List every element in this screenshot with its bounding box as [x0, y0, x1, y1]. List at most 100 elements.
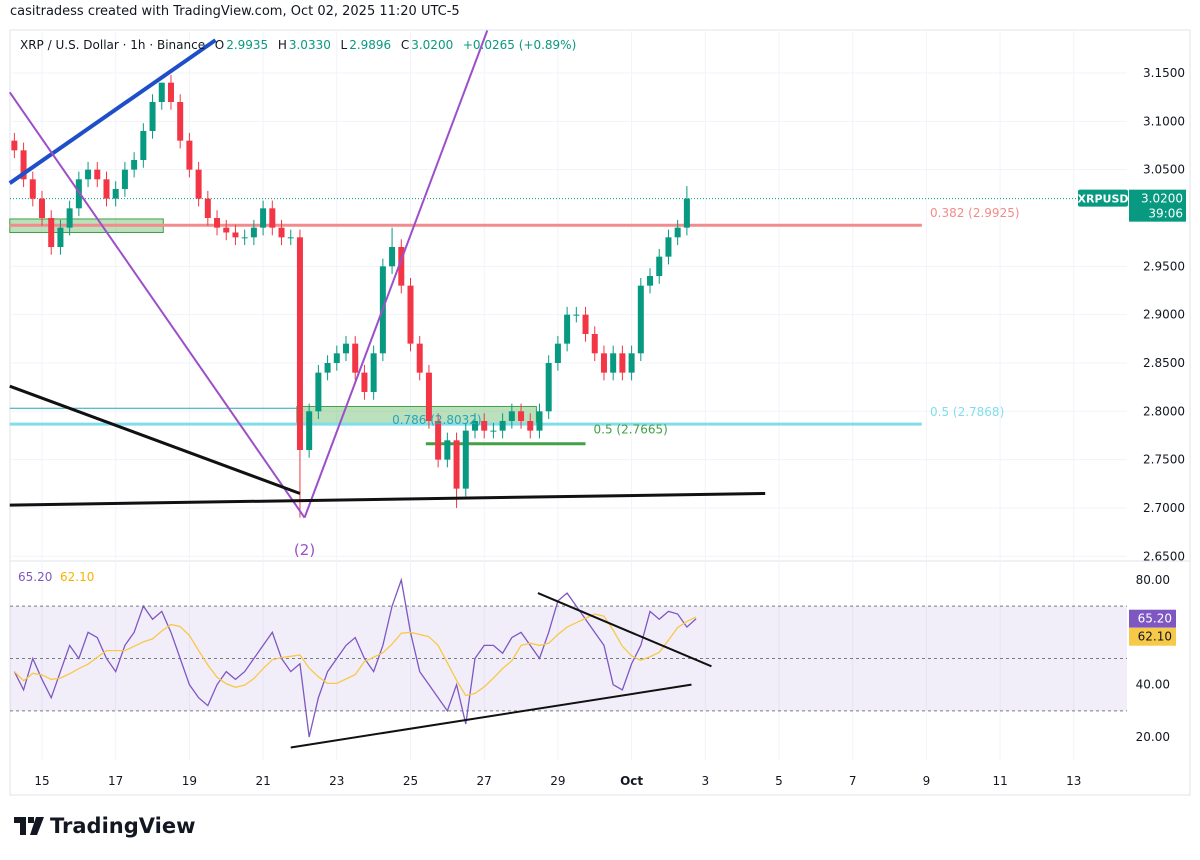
- time-tick-label: Oct: [620, 774, 643, 788]
- candle-body: [287, 237, 294, 239]
- price-tick-label: 2.9000: [1143, 308, 1185, 322]
- price-tick-label: 2.9500: [1143, 259, 1185, 273]
- rsi-legend: 65.20 62.10: [18, 570, 94, 584]
- tradingview-logo-icon: [14, 817, 44, 835]
- chart-credit: casitradess created with TradingView.com…: [10, 4, 460, 19]
- rsi-value-tag-label: 65.20: [1138, 612, 1172, 626]
- candle-body: [269, 208, 276, 228]
- candle-body: [361, 372, 368, 392]
- logo-text: TradingView: [50, 814, 196, 838]
- candle-body: [435, 420, 442, 460]
- price-tag: [1129, 189, 1186, 222]
- candle-body: [508, 411, 515, 421]
- candle-body: [48, 217, 55, 247]
- trendline: [9, 491, 766, 507]
- candle-body: [518, 411, 525, 421]
- candle-body: [564, 314, 571, 344]
- candle-body: [39, 198, 45, 218]
- candle-body: [536, 411, 543, 431]
- candle-body: [425, 372, 432, 421]
- candle-body: [674, 227, 681, 238]
- candle-body: [444, 440, 451, 460]
- candle-body: [600, 353, 607, 373]
- rsi-tick-label: 40.00: [1136, 678, 1170, 692]
- candle-body: [214, 217, 221, 228]
- time-tick-label: 11: [992, 774, 1007, 788]
- symbol-tag-label: XRPUSD: [1078, 193, 1129, 206]
- candle-body: [389, 246, 396, 267]
- rsi-tick-label: 80.00: [1136, 573, 1170, 587]
- trendline: [8, 38, 217, 185]
- fib-level-label: 0.5 (2.7665): [594, 423, 668, 437]
- candle-body: [416, 343, 423, 373]
- rsi-line: [13, 577, 697, 738]
- fib-level-label: 0.786 (2.8032): [392, 413, 482, 427]
- candle-body: [149, 101, 156, 131]
- candle-body: [140, 130, 147, 160]
- candle-body: [527, 420, 534, 431]
- close-label: C: [400, 38, 410, 52]
- time-tick-label: 23: [329, 774, 344, 788]
- price-tick-label: 2.7500: [1143, 453, 1185, 467]
- candle-body: [278, 227, 285, 238]
- candle-body: [167, 82, 174, 102]
- time-tick-label: 19: [182, 774, 197, 788]
- tradingview-logo[interactable]: TradingView: [14, 814, 195, 838]
- open-value: 2.9935: [226, 38, 269, 52]
- candle-body: [94, 169, 101, 180]
- candle-body: [352, 343, 359, 373]
- candle-body: [131, 159, 138, 170]
- price-tick-label: 2.8000: [1143, 404, 1185, 418]
- candle-body: [177, 101, 184, 141]
- time-tick-label: 17: [108, 774, 123, 788]
- candle-body: [471, 420, 478, 431]
- time-tick-label: 13: [1066, 774, 1081, 788]
- candle-body: [85, 169, 92, 180]
- candle-body: [186, 140, 193, 170]
- candle-body: [619, 353, 626, 373]
- ohlc-legend: XRP / U.S. Dollar · 1h · Binance O 2.9935…: [20, 38, 578, 52]
- trendline: [9, 384, 301, 495]
- candle-body: [315, 372, 322, 412]
- candle-body: [665, 237, 672, 257]
- candle-body: [57, 227, 64, 247]
- candle-body: [343, 343, 350, 354]
- candle-body: [591, 333, 598, 354]
- candle-body: [121, 169, 128, 189]
- candle-body: [20, 150, 27, 180]
- time-tick-label: 5: [775, 774, 783, 788]
- rsi-value-tag: [1129, 609, 1176, 628]
- close-value: 3.0200: [411, 38, 454, 52]
- candle-body: [112, 188, 119, 199]
- price-tick-label: 2.6500: [1143, 549, 1185, 563]
- time-tick-label: 21: [255, 774, 270, 788]
- price-tick-label: 3.1500: [1143, 66, 1185, 80]
- candle-body: [481, 420, 488, 431]
- price-tick-label: 2.7000: [1143, 501, 1185, 515]
- symbol-title[interactable]: XRP / U.S. Dollar · 1h · Binance: [20, 38, 206, 52]
- candle-body: [250, 227, 257, 238]
- candle-body: [637, 285, 644, 354]
- candle-body: [204, 198, 211, 218]
- rsi-ma-tag-label: 62.10: [1138, 630, 1172, 644]
- price-tick-label: 3.0500: [1143, 163, 1185, 177]
- open-label: O: [214, 38, 225, 52]
- candle-body: [683, 198, 690, 228]
- rsi-ma-value: 62.10: [60, 570, 95, 584]
- candle-body: [462, 430, 469, 489]
- rsi-tick-label: 20.00: [1136, 730, 1170, 744]
- candle-body: [582, 314, 589, 334]
- candle-body: [75, 179, 82, 209]
- candle-body: [490, 430, 497, 432]
- candle-body: [333, 353, 340, 363]
- rsi-value: 65.20: [18, 570, 53, 584]
- candle-body: [260, 208, 267, 228]
- rsi-ma-line: [13, 613, 697, 697]
- time-tick-label: 3: [701, 774, 709, 788]
- fib-level-label: 0.5 (2.7868): [930, 405, 1004, 419]
- candle-body: [398, 246, 405, 286]
- candle-body: [195, 169, 202, 199]
- low-label: L: [340, 38, 348, 52]
- candle-body: [223, 227, 230, 233]
